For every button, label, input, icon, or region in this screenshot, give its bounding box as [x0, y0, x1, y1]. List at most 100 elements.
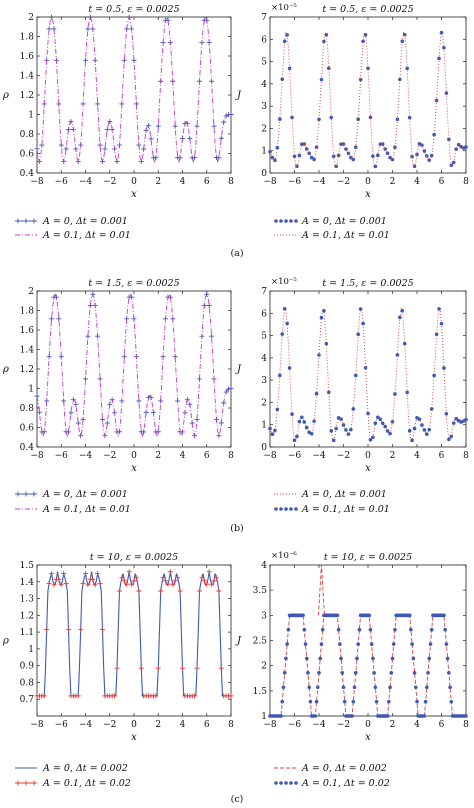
legend-label: A = 0.1, Δt = 0.01 [42, 230, 131, 241]
data-point [138, 159, 144, 165]
plot-frame [269, 564, 467, 717]
data-point [78, 433, 84, 439]
data-point [434, 332, 439, 337]
legend-label: A = 0.1, Δt = 0.01 [42, 504, 131, 515]
data-point [285, 321, 289, 326]
y-tick-label: 1 [28, 385, 34, 395]
data-point [393, 392, 397, 396]
y-tick-label: 3 [261, 611, 267, 621]
legend-label: A = 0.1, Δt = 0.02 [301, 778, 390, 789]
data-point [320, 627, 325, 632]
data-point [425, 685, 429, 690]
data-point [329, 429, 334, 433]
x-tick-label: −8 [30, 451, 44, 461]
y-tick-label: 2 [28, 13, 34, 23]
data-point [369, 642, 374, 646]
data-point [199, 575, 205, 581]
data-point [284, 656, 288, 661]
data-point [304, 425, 309, 430]
x-tick-label: 4 [414, 177, 420, 187]
y-tick-label: 7 [261, 13, 267, 23]
y-tick-label: 1 [261, 147, 267, 157]
data-point [410, 438, 414, 443]
x-tick-label: −6 [288, 720, 302, 730]
data-point [334, 164, 338, 169]
legend-marker [274, 219, 278, 223]
data-point [368, 437, 373, 442]
legend-label: A = 0, Δt = 0.001 [42, 216, 128, 227]
data-point [211, 578, 217, 584]
data-point [371, 435, 375, 440]
data-point [312, 419, 316, 423]
data-point [56, 576, 62, 582]
data-point [228, 386, 234, 392]
data-point [358, 77, 363, 82]
data-point [327, 66, 331, 71]
data-point [194, 665, 200, 671]
x-tick-label: 0 [131, 177, 137, 187]
data-point [58, 582, 64, 588]
y-tick-label: 1.2 [20, 611, 34, 621]
legend-marker [23, 780, 29, 786]
legend-marker [279, 219, 283, 223]
data-point [356, 332, 361, 337]
x-tick-label: −4 [79, 451, 93, 461]
y-axis-label: ρ [2, 90, 9, 101]
y-tick-label: 1 [261, 712, 267, 722]
legend-marker [294, 781, 298, 785]
y-tick-label: 1.4 [20, 72, 35, 82]
data-point [336, 153, 341, 158]
data-point [41, 693, 47, 699]
data-point [380, 421, 385, 426]
data-point [454, 416, 459, 421]
data-point [371, 656, 375, 661]
legend-label: A = 0, Δt = 0.001 [42, 489, 128, 500]
data-point [204, 581, 210, 587]
legend-entry: A = 0, Δt = 0.002 [274, 763, 387, 774]
data-point [80, 580, 86, 586]
data-point [331, 438, 336, 443]
data-point [356, 117, 361, 122]
data-point [447, 671, 451, 675]
legend-marker [289, 507, 293, 511]
data-point [449, 434, 454, 439]
data-point [464, 417, 468, 422]
panel-label: (b) [230, 523, 244, 534]
data-point [270, 432, 275, 437]
legend-marker [15, 218, 21, 224]
data-point [367, 613, 372, 618]
legend-entry: A = 0.1, Δt = 0.01 [274, 230, 390, 241]
data-point [412, 426, 417, 431]
x-tick-label: 0 [131, 451, 137, 461]
y-tick-label: 2 [28, 287, 34, 297]
data-point [417, 417, 422, 421]
y-tick-label: 2.5 [253, 637, 268, 647]
data-point [344, 428, 348, 432]
legend-marker [284, 219, 288, 223]
data-point [317, 671, 321, 675]
legend-marker [31, 218, 37, 224]
data-point [407, 115, 412, 120]
data-point [366, 66, 370, 71]
data-point [282, 39, 287, 44]
x-tick-label: −4 [312, 177, 326, 187]
x-tick-label: −6 [55, 177, 69, 187]
y-tick-label: 3.5 [253, 586, 268, 596]
data-point [388, 685, 392, 690]
x-tick-label: 2 [390, 177, 396, 187]
y-tick-label: 1.4 [20, 346, 35, 356]
data-point [351, 699, 356, 704]
y-tick-label: 5 [261, 58, 267, 68]
legend-marker [289, 781, 293, 785]
legend-marker [279, 781, 283, 785]
y-tick-label: 2 [261, 398, 267, 408]
data-point [306, 671, 310, 675]
data-point [422, 714, 427, 718]
y-tick-label: 1.1 [20, 628, 34, 638]
y-tick-label: 1.6 [20, 326, 35, 336]
data-point [447, 137, 451, 142]
legend-marker [274, 507, 278, 511]
chart-title: t = 0.5, ε = 0.0025 [322, 4, 413, 15]
data-point [317, 117, 321, 122]
legend-marker [15, 780, 21, 786]
